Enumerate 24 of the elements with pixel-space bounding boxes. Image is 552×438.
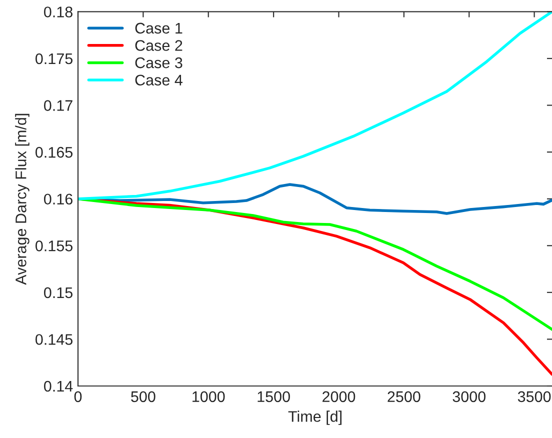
y-axis-title: Average Darcy Flux [m/d] xyxy=(15,114,30,285)
x-tick-label: 2000 xyxy=(322,391,356,402)
x-tick-label: 2500 xyxy=(388,391,420,402)
x-tick-label: 0 xyxy=(74,391,82,402)
legend-label: Case 3 xyxy=(135,57,182,68)
y-tick-label: 0.18 xyxy=(44,6,72,18)
x-tick-label: 500 xyxy=(131,391,156,402)
x-tick-label: 1500 xyxy=(258,391,290,402)
legend-label: Case 1 xyxy=(135,22,182,34)
y-tick-label: 0.175 xyxy=(36,53,72,64)
legend-label: Case 4 xyxy=(135,74,182,86)
line-series xyxy=(78,197,552,331)
x-axis-title: Time [d] xyxy=(288,410,342,425)
y-tick-label: 0.145 xyxy=(36,334,72,345)
y-tick-label: 0.14 xyxy=(44,380,73,392)
y-tick-label: 0.17 xyxy=(44,100,72,111)
y-tick-label: 0.16 xyxy=(44,194,72,205)
y-tick-label: 0.15 xyxy=(44,287,72,298)
x-tick-label: 3500 xyxy=(518,391,551,402)
y-tick-label: 0.155 xyxy=(36,240,72,252)
legend-label: Case 2 xyxy=(135,40,182,51)
x-tick-label: 3000 xyxy=(452,391,486,402)
x-tick-label: 1000 xyxy=(192,391,225,402)
y-tick-label: 0.165 xyxy=(36,146,72,158)
